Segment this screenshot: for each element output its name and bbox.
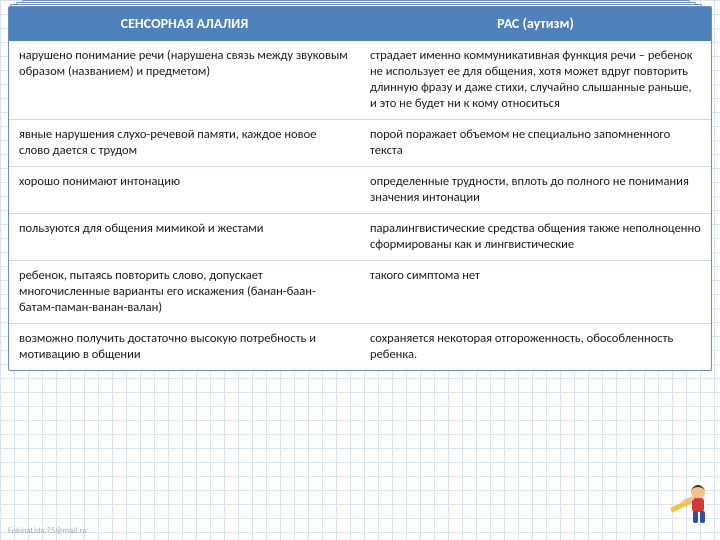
child-with-pencil-icon — [668, 478, 712, 528]
cell-ras: страдает именно коммуникативная функция … — [360, 41, 711, 120]
cell-alalia: нарушено понимание речи (нарушена связь … — [9, 41, 360, 120]
col-header-ras: РАС (аутизм) — [360, 7, 711, 41]
table-row: пользуются для общения мимикой и жестами… — [9, 214, 711, 261]
cell-ras: такого симптома нет — [360, 261, 711, 324]
table-row: возможно получить достаточно высокую пот… — [9, 324, 711, 371]
table-header-row: СЕНСОРНАЯ АЛАЛИЯ РАС (аутизм) — [9, 7, 711, 41]
comparison-table: СЕНСОРНАЯ АЛАЛИЯ РАС (аутизм) нарушено п… — [9, 7, 711, 370]
cell-alalia: ребенок, пытаясь повторить слово, допуск… — [9, 261, 360, 324]
cell-ras: паралингвистические средства общения так… — [360, 214, 711, 261]
table-row: ребенок, пытаясь повторить слово, допуск… — [9, 261, 711, 324]
table-row: явные нарушения слухо-речевой памяти, ка… — [9, 120, 711, 167]
cell-ras: сохраняется некоторая отгороженность, об… — [360, 324, 711, 371]
cell-ras: определенные трудности, вплоть до полног… — [360, 167, 711, 214]
table-row: нарушено понимание речи (нарушена связь … — [9, 41, 711, 120]
cell-alalia: явные нарушения слухо-речевой памяти, ка… — [9, 120, 360, 167]
cell-alalia: пользуются для общения мимикой и жестами — [9, 214, 360, 261]
cell-alalia: возможно получить достаточно высокую пот… — [9, 324, 360, 371]
footer-credit: FokinaLida.75@mail.ru — [8, 526, 87, 536]
col-header-alalia: СЕНСОРНАЯ АЛАЛИЯ — [9, 7, 360, 41]
comparison-card: СЕНСОРНАЯ АЛАЛИЯ РАС (аутизм) нарушено п… — [8, 6, 712, 371]
cell-alalia: хорошо понимают интонацию — [9, 167, 360, 214]
table-row: хорошо понимают интонацию определенные т… — [9, 167, 711, 214]
cell-ras: порой поражает объемом не специально зап… — [360, 120, 711, 167]
